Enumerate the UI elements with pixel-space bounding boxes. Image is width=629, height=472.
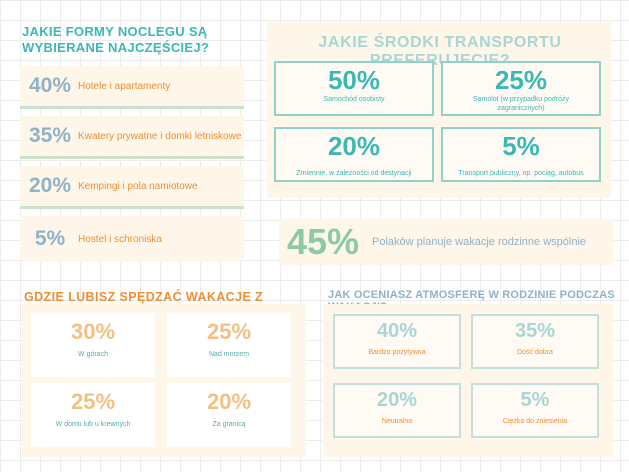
where-percent: 30% bbox=[70, 319, 116, 344]
accommodation-label: Kempingi i pola namiotowe bbox=[78, 180, 198, 192]
transport-label: Samochód osobisty bbox=[323, 96, 385, 103]
where-percent: 25% bbox=[70, 389, 116, 414]
atmosphere-percent: 40% bbox=[376, 320, 418, 342]
transport-label: Transport publiczny, np. pociąg, autobus bbox=[458, 170, 584, 177]
transport-card: 20% Zmiennie, w zależności od destynacji bbox=[274, 127, 434, 182]
transport-label: Zmiennie, w zależności od destynacji bbox=[296, 170, 412, 177]
where-card: 30% W górach bbox=[31, 313, 155, 377]
accommodation-item: 40% Hotele i apartamenty bbox=[20, 66, 244, 109]
atmosphere-card: 5% Ciężka do zniesienia bbox=[471, 383, 599, 438]
family-stat-text: Polaków planuje wakacje rodzinne wspólni… bbox=[372, 236, 587, 248]
where-label: W domu lub u krewnych bbox=[55, 421, 131, 428]
where-label: Za granicą bbox=[212, 421, 246, 428]
atmosphere-card: 20% Neutralna bbox=[333, 383, 461, 438]
where-card: 25% Nad morzem bbox=[167, 313, 291, 377]
family-stat-percent: 45% bbox=[287, 221, 360, 262]
atmosphere-percent: 20% bbox=[376, 389, 418, 411]
transport-card: 25% Samolot (w przypadku podróży zagrani… bbox=[441, 61, 601, 116]
accommodation-item: 20% Kempingi i pola namiotowe bbox=[20, 166, 244, 209]
accommodation-item: 5% Hostel i schroniska bbox=[20, 216, 244, 262]
atmosphere-label: Bardzo pozytywna bbox=[368, 349, 426, 356]
atmosphere-card: 40% Bardzo pozytywna bbox=[333, 314, 461, 369]
accommodation-item: 35% Kwatery prywatne i domki letniskowe bbox=[20, 116, 244, 159]
transport-percent: 5% bbox=[502, 131, 540, 161]
atmosphere-label: Dość dobra bbox=[517, 349, 553, 356]
accommodation-percent: 20% bbox=[28, 174, 72, 197]
atmosphere-card: 35% Dość dobra bbox=[471, 314, 599, 369]
where-percent: 20% bbox=[206, 389, 252, 414]
transport-percent: 20% bbox=[327, 131, 381, 161]
transport-percent: 50% bbox=[327, 65, 381, 95]
atmosphere-percent: 5% bbox=[520, 389, 550, 411]
transport-percent: 25% bbox=[494, 65, 548, 95]
accommodation-label: Hostel i schroniska bbox=[78, 233, 162, 245]
atmosphere-label: Neutralna bbox=[381, 418, 413, 425]
accommodation-percent: 40% bbox=[28, 74, 72, 97]
accommodation-label: Hotele i apartamenty bbox=[78, 80, 171, 92]
transport-label: Samolot (w przypadku podróży zagraniczny… bbox=[472, 96, 570, 112]
family-stat-panel bbox=[279, 219, 613, 265]
where-card: 20% Za granicą bbox=[167, 383, 291, 447]
transport-card: 5% Transport publiczny, np. pociąg, auto… bbox=[441, 127, 601, 182]
accommodation-percent: 35% bbox=[28, 124, 72, 147]
where-label: W górach bbox=[78, 351, 108, 358]
where-card: 25% W domu lub u krewnych bbox=[31, 383, 155, 447]
where-percent: 25% bbox=[206, 319, 252, 344]
accommodation-title: JAKIE FORMY NOCLEGU SĄ WYBIERANE NAJCZĘŚ… bbox=[22, 24, 210, 55]
atmosphere-label: Ciężka do zniesienia bbox=[502, 418, 568, 425]
where-label: Nad morzem bbox=[208, 351, 250, 358]
accommodation-percent: 5% bbox=[34, 227, 66, 250]
accommodation-label: Kwatery prywatne i domki letniskowe bbox=[78, 130, 242, 142]
transport-card: 50% Samochód osobisty bbox=[274, 61, 434, 116]
atmosphere-percent: 35% bbox=[514, 320, 556, 342]
